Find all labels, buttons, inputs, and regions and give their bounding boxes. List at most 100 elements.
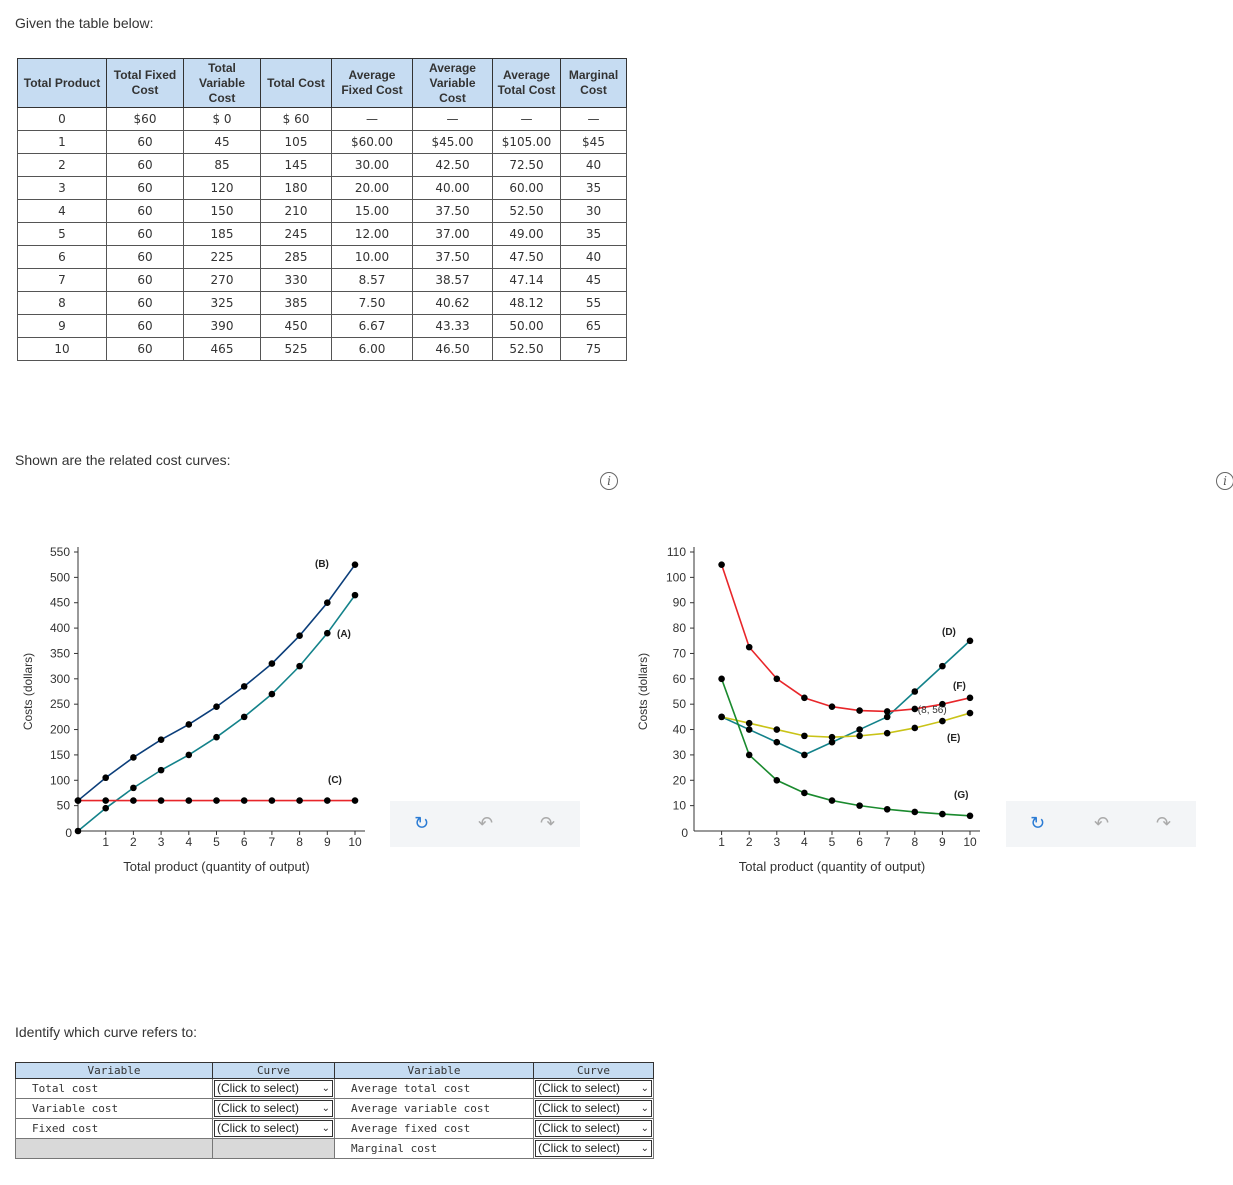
x-tick-label: 6 <box>856 835 863 849</box>
cell-total-fixed-cost: 60 <box>106 314 184 338</box>
cell-total-fixed-cost: 60 <box>106 222 184 246</box>
cell-total-cost: 285 <box>260 245 332 269</box>
cell-average-fixed-cost: 20.00 <box>331 176 413 200</box>
x-tick-label: 2 <box>130 835 137 849</box>
data-point <box>74 797 82 804</box>
data-point <box>883 805 891 813</box>
cell-total-product: 4 <box>17 199 107 223</box>
data-point <box>828 797 836 804</box>
curve-select-total-cost[interactable]: (Click to select) ⌄ <box>214 1080 333 1097</box>
data-point <box>911 705 919 713</box>
data-point <box>296 632 303 639</box>
variable-label: Average total cost <box>334 1078 534 1099</box>
cell-total-cost: 525 <box>260 337 332 361</box>
y-tick-label: 40 <box>673 723 687 737</box>
data-point <box>324 629 331 637</box>
table-row: 0 $60 $ 0 $ 60— — — — <box>17 107 627 131</box>
cell-average-variable-cost: — <box>412 107 493 131</box>
curve-select-average-variable-cost[interactable]: (Click to select) ⌄ <box>535 1100 652 1117</box>
data-point <box>745 751 753 759</box>
data-point <box>213 733 220 741</box>
data-point <box>773 738 781 746</box>
data-point <box>966 709 974 717</box>
cell-total-fixed-cost: 60 <box>106 153 184 177</box>
chevron-down-icon: ⌄ <box>640 1143 649 1154</box>
data-point <box>130 797 137 804</box>
x-tick-label: 9 <box>324 835 331 849</box>
cell-total-product: 6 <box>17 245 107 269</box>
y-tick-label: 50 <box>57 799 71 813</box>
cell-marginal-cost: 35 <box>560 176 627 200</box>
select-text: (Click to select) <box>538 1141 621 1155</box>
cell-total-variable-cost: 390 <box>183 314 261 338</box>
cell-average-variable-cost: 46.50 <box>412 337 493 361</box>
reset-icon[interactable]: ↻ <box>414 813 430 833</box>
undo-icon[interactable]: ↶ <box>478 813 494 833</box>
data-point <box>828 703 836 711</box>
table-row: 6 60 225 285 10.00 37.50 47.50 40 <box>17 245 627 269</box>
y-tick-label: 550 <box>50 545 70 559</box>
table-row: 2 60 85 145 30.00 42.50 72.50 40 <box>17 153 627 177</box>
cell-marginal-cost: 45 <box>560 268 627 292</box>
curve-select-average-total-cost[interactable]: (Click to select) ⌄ <box>535 1080 652 1097</box>
cell-average-variable-cost: 37.50 <box>412 245 493 269</box>
answer-row: Fixed cost (Click to select) ⌄ Average fixe… <box>15 1118 654 1139</box>
variable-label: Variable cost <box>15 1098 213 1119</box>
curve-select-variable-cost[interactable]: (Click to select) ⌄ <box>214 1100 333 1117</box>
curves-caption: Shown are the related cost curves: <box>15 452 231 468</box>
info-icon-right[interactable]: i <box>1216 472 1233 490</box>
data-point <box>966 812 974 820</box>
data-point <box>324 599 331 607</box>
data-point <box>745 726 753 733</box>
y-tick-label: 10 <box>673 799 687 813</box>
data-point <box>939 662 946 670</box>
x-tick-label: 1 <box>102 835 109 849</box>
cell-average-fixed-cost: 12.00 <box>331 222 413 246</box>
data-point <box>268 660 276 667</box>
cell-total-product: 2 <box>17 153 107 177</box>
chevron-down-icon: ⌄ <box>640 1083 649 1094</box>
curve-select-fixed-cost[interactable]: (Click to select) ⌄ <box>214 1120 333 1137</box>
data-point <box>240 713 248 721</box>
header-marginal-cost: Marginal Cost <box>560 58 627 108</box>
series-line--b- <box>77 564 356 802</box>
x-tick-label: 5 <box>829 835 836 849</box>
select-text: (Click to select) <box>538 1081 621 1095</box>
data-point <box>883 729 891 737</box>
cell-total-variable-cost: $ 0 <box>183 107 261 131</box>
data-point <box>773 675 781 683</box>
header-total-cost: Total Cost <box>260 58 332 108</box>
reset-icon[interactable]: ↻ <box>1030 813 1046 833</box>
toolbar-left: ↻ ↶ ↷ <box>390 801 580 847</box>
cell-average-total-cost: 52.50 <box>492 337 561 361</box>
curve-select-average-fixed-cost[interactable]: (Click to select) ⌄ <box>535 1120 652 1137</box>
y-tick-label: 90 <box>673 596 687 610</box>
data-point <box>102 797 109 804</box>
header-average-variable-cost: Average Variable Cost <box>412 58 493 108</box>
cell-marginal-cost: 75 <box>560 337 627 361</box>
cell-average-total-cost: 48.12 <box>492 291 561 315</box>
data-point <box>351 561 359 568</box>
cell-marginal-cost: 40 <box>560 153 627 177</box>
header-total-product: Total Product <box>17 58 107 108</box>
info-icon-left[interactable]: i <box>600 472 618 490</box>
cell-average-total-cost: 47.14 <box>492 268 561 292</box>
cell-total-variable-cost: 465 <box>183 337 261 361</box>
variable-label: Average variable cost <box>334 1098 534 1119</box>
x-tick-label: 10 <box>348 835 362 849</box>
x-tick-label: 1 <box>718 835 725 849</box>
data-point <box>718 675 725 683</box>
cell-total-cost: $ 60 <box>260 107 332 131</box>
undo-icon[interactable]: ↶ <box>1094 813 1110 833</box>
cell-total-fixed-cost: 60 <box>106 199 184 223</box>
point-annotation: (8, 56) <box>918 705 947 716</box>
select-text: (Click to select) <box>217 1081 300 1095</box>
x-tick-label: 6 <box>241 835 248 849</box>
cell-average-variable-cost: 37.50 <box>412 199 493 223</box>
data-point <box>801 789 808 797</box>
curve-select-marginal-cost[interactable]: (Click to select) ⌄ <box>535 1140 652 1157</box>
redo-icon[interactable]: ↷ <box>1156 813 1172 833</box>
table-row: 8 60 325 385 7.50 40.62 48.12 55 <box>17 291 627 315</box>
data-point <box>102 774 109 782</box>
redo-icon[interactable]: ↷ <box>540 813 556 833</box>
